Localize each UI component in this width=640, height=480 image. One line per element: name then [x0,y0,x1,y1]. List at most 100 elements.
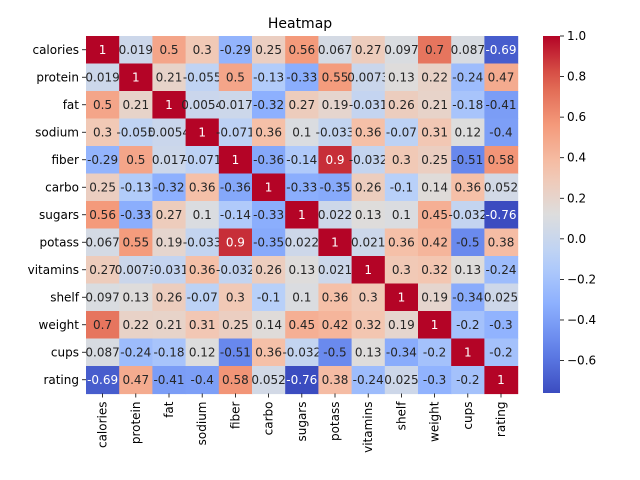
heatmap-cell [252,256,286,285]
y-tick-label: weight [39,318,80,332]
heatmap-cell [318,256,353,285]
cell-value-label: 0.7 [425,43,444,57]
heatmap-cell [185,91,220,120]
cell-value-label: 0.3 [193,43,212,57]
cell-value-label: 0.21 [122,98,149,112]
cell-value-label: 0.42 [322,318,349,332]
cell-value-label: 0.26 [255,263,282,277]
x-tick-label: shelf [394,401,408,431]
cell-value-label: 0.019 [85,70,119,84]
cell-value-label: -0.032 [216,263,255,277]
y-tick-label: cups [51,345,79,359]
heatmap-cell [185,63,220,92]
cell-value-label: 0.21 [156,318,183,332]
heatmap-cell [285,311,319,340]
cell-value-label: -0.34 [386,345,417,359]
cell-value-label: 0.0054 [181,98,223,112]
colorbar-gradient [543,36,560,393]
heatmap-cell [285,283,319,312]
heatmap-cell [285,118,319,147]
heatmap-cell [318,201,353,230]
colorbar-tick-label: 1.0 [567,29,586,43]
cell-value-label: 0.19 [156,235,183,249]
cell-value-label: 0.36 [189,180,216,194]
cell-value-label: 1 [331,235,339,249]
cell-value-label: 0.38 [322,373,349,387]
heatmap-cell [351,63,386,92]
heatmap-cell [119,118,153,147]
cell-value-label: 0.022 [285,235,319,249]
cell-value-label: 0.31 [421,125,448,139]
heatmap-cell [119,91,153,120]
heatmap-cell [285,228,319,257]
heatmap-cell [119,338,153,367]
heatmap-cell [218,338,253,367]
heatmap-cell [318,63,353,92]
heatmap-cell [86,201,120,230]
heatmap-cell [252,63,286,92]
colorbar-tick-label: 0.2 [567,191,586,205]
heatmap-cell [218,36,253,65]
cell-value-label: 0.12 [454,125,481,139]
cell-value-label: 0.017 [152,153,186,167]
heatmap-cell [185,311,220,340]
heatmap-cell [318,366,353,395]
cell-value-label: 0.0054 [148,125,190,139]
heatmap-cell [86,256,120,285]
cell-value-label: 0.052 [484,180,518,194]
heatmap-cell [86,338,120,367]
colorbar-tick-label: −0.2 [567,272,596,286]
heatmap-cell [484,311,519,340]
cell-value-label: -0.69 [87,373,118,387]
heatmap-cell [119,283,153,312]
heatmap-cell [451,201,485,230]
heatmap-cell [484,338,519,367]
cell-value-label: 0.3 [392,153,411,167]
cell-value-label: 0.025 [384,373,418,387]
heatmap-cell [119,311,153,340]
y-tick-label: vitamins [28,263,79,277]
heatmap-cell [351,256,386,285]
cell-value-label: 1 [431,318,439,332]
heatmap-cell [351,366,386,395]
cell-value-label: 0.087 [85,345,119,359]
heatmap-cell [451,283,485,312]
heatmap-cell [451,173,485,202]
heatmap-cell [152,36,187,65]
cell-value-label: 0.052 [251,373,285,387]
cell-value-label: 0.26 [388,98,415,112]
cell-value-label: 0.36 [355,125,382,139]
heatmap-cell [318,311,353,340]
cell-value-label: 0.21 [421,98,448,112]
heatmap-cell [152,91,187,120]
y-tick-label: fat [63,98,80,112]
y-tick-label: sugars [39,208,79,222]
heatmap-cell [484,173,519,202]
cell-value-label: -0.1 [257,290,280,304]
cell-value-label: -0.18 [452,98,483,112]
cell-value-label: -0.3 [423,373,446,387]
cell-value-label: 0.022 [318,208,352,222]
heatmap-cell [384,256,419,285]
cell-value-label: -0.24 [353,373,384,387]
heatmap-cell [384,146,419,175]
heatmap-cell [451,228,485,257]
heatmap-cell [185,283,220,312]
heatmap-cell [252,338,286,367]
cell-value-label: 0.13 [454,263,481,277]
cell-value-label: 1 [497,373,505,387]
x-tick-label: cups [461,402,475,430]
heatmap-cell [451,311,485,340]
heatmap-cell [285,146,319,175]
cell-value-label: 0.22 [421,70,448,84]
heatmap-cell [318,283,353,312]
heatmap-cell [384,36,419,65]
heatmap-cell [318,36,353,65]
cell-value-label: 0.025 [484,290,518,304]
heatmap-cell [351,311,386,340]
cell-value-label: 0.36 [255,125,282,139]
cell-value-label: -0.29 [87,153,118,167]
cell-value-label: -0.13 [253,70,284,84]
y-tick-label: carbo [45,180,79,194]
heatmap-cell [86,146,120,175]
